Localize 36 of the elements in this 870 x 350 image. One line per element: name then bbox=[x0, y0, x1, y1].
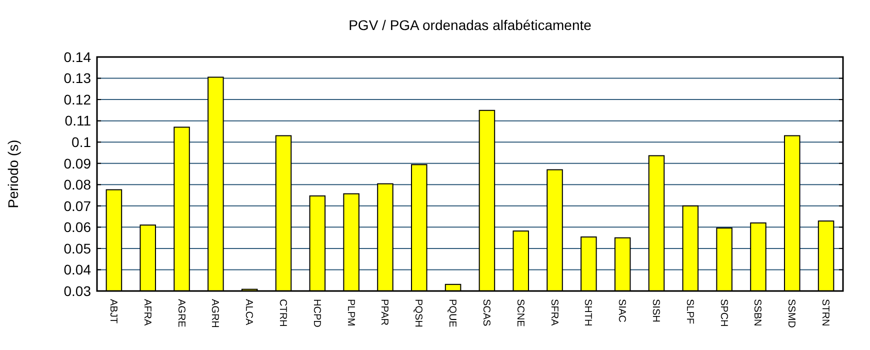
x-tick-label: ABJT bbox=[107, 299, 118, 324]
y-tick-label: 0.09 bbox=[64, 155, 92, 172]
x-tick-label: AGRH bbox=[209, 299, 220, 328]
x-tick-label: PLPM bbox=[344, 299, 356, 326]
x-tick-label: HCPD bbox=[310, 299, 322, 328]
y-tick-label: 0.11 bbox=[64, 112, 92, 129]
x-tick-label: SHTH bbox=[582, 299, 594, 326]
y-tick-label: 0.03 bbox=[64, 282, 92, 299]
y-axis-title: Periodo (s) bbox=[5, 140, 21, 208]
x-tick-label: SCNE bbox=[514, 299, 526, 328]
x-tick-label: SIAC bbox=[616, 299, 628, 322]
y-tick-label: 0.1 bbox=[72, 134, 92, 150]
x-tick-label: SCAS bbox=[480, 299, 492, 327]
y-tick-label: 0.12 bbox=[64, 91, 92, 108]
x-tick-label: SFRA bbox=[548, 299, 560, 326]
x-tick-label: CTRH bbox=[277, 299, 288, 327]
x-tick-label: AFRA bbox=[141, 299, 152, 326]
y-tick-label: 0.13 bbox=[64, 70, 92, 86]
x-tick-label: SISH bbox=[650, 299, 661, 322]
y-tick-label: 0.05 bbox=[64, 240, 92, 256]
y-tick-label: 0.08 bbox=[64, 176, 92, 193]
x-tick-label: SLPF bbox=[684, 299, 695, 324]
x-tick-label: AGRE bbox=[175, 299, 186, 328]
chart-title: PGV / PGA ordenadas alfabéticamente bbox=[348, 17, 592, 33]
y-tick-label: 0.14 bbox=[64, 48, 92, 65]
x-tick-label: PQUE bbox=[446, 299, 458, 328]
x-tick-label: PPAR bbox=[378, 299, 390, 326]
x-tick-label: SPCH bbox=[718, 299, 729, 327]
x-tick-label: SSMD bbox=[786, 299, 797, 328]
y-tick-label: 0.07 bbox=[64, 198, 92, 214]
x-tick-label: STRN bbox=[820, 299, 831, 326]
y-tick-label: 0.06 bbox=[64, 219, 92, 236]
x-tick-label: ALCA bbox=[243, 299, 254, 326]
x-tick-label: PQSH bbox=[412, 299, 424, 328]
y-tick-label: 0.04 bbox=[64, 262, 92, 278]
x-tick-label: SSBN bbox=[752, 299, 763, 326]
